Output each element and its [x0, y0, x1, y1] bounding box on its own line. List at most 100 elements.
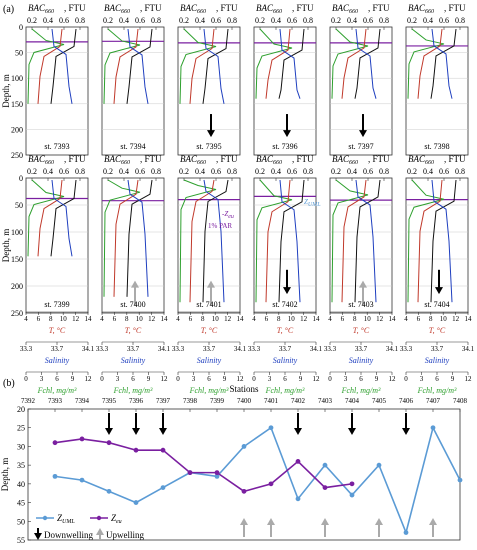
profile-frame [101, 177, 165, 314]
x-tick-label: 7407 [426, 397, 441, 405]
arrow-head [359, 130, 367, 138]
upwelling-arrow [240, 518, 248, 537]
x-tick-label: 7402 [291, 397, 306, 405]
top-tick-label: 0.6 [59, 167, 69, 176]
top-tick-label: 0.6 [135, 16, 145, 25]
top-tick-label: 0.4 [119, 16, 129, 25]
top-tick-label: 0.2 [179, 167, 189, 176]
top-tick-label: 0.4 [119, 167, 129, 176]
profile-frame [405, 177, 469, 314]
axis-tick-label: 33.7 [51, 345, 64, 353]
axis-title: Salinity [121, 356, 146, 365]
x-tick-label: 7397 [156, 397, 171, 405]
legend-label-zeu: Zeu [111, 513, 122, 525]
axis-tick-label: 33.3 [20, 345, 33, 353]
axis-tick-label: 34.1 [386, 345, 399, 353]
profile-frame [177, 177, 241, 314]
axis-tick-label: 9 [223, 375, 227, 383]
arrow-head [240, 518, 248, 525]
axis-tick-label: 12 [376, 315, 384, 323]
top-tick-label: 0.4 [195, 167, 205, 176]
axis-tick-label: 3 [344, 375, 348, 383]
salinity-profile [203, 28, 225, 104]
top-tick-label: 0.6 [135, 167, 145, 176]
top-tick-label: 0.8 [151, 167, 161, 176]
chlorophyll-profile [179, 28, 217, 104]
axis-tick-label: 3 [40, 375, 44, 383]
top-axis-unit: , FTU [216, 154, 238, 164]
axis-tick-label: 33.3 [324, 345, 337, 353]
top-tick-label: 0.8 [379, 16, 389, 25]
legend-marker-zuml [42, 515, 48, 521]
salinity-axis: 33.3 33.7 34.1 Salinity [20, 341, 95, 365]
top-axis-unit: , FTU [444, 154, 466, 164]
top-tick-label: 0.2 [179, 16, 189, 25]
axis-tick-label: 14 [389, 315, 397, 323]
par-annotation: 1% PAR [208, 222, 232, 230]
top-axis-label: BAC660 [256, 154, 282, 166]
upwelling-arrow [131, 280, 139, 305]
series-point [349, 492, 355, 498]
salinity-profile [203, 179, 225, 303]
salinity-axis: 33.3 33.7 34.1 Salinity [324, 341, 399, 365]
axis-title: T, °C [429, 326, 446, 335]
axis-tick-label: 8 [125, 315, 129, 323]
chlorophyll-profile [27, 28, 65, 104]
axis-tick-label: 10 [60, 315, 68, 323]
axis-tick-label: 6 [417, 315, 421, 323]
axis-title: Fchl, mg/m³ [113, 386, 153, 395]
station-label: st. 7400 [120, 300, 145, 309]
axis-tick-label: 33.3 [400, 345, 413, 353]
arrow-head [359, 280, 367, 288]
axis-tick-label: 12 [452, 315, 460, 323]
arrow-head [283, 130, 291, 138]
axis-tick-label: 12 [72, 315, 80, 323]
y-axis-title: Depth, m [0, 458, 10, 492]
axis-tick-label: 12 [85, 375, 93, 383]
downwelling-arrow [348, 413, 356, 435]
downwelling-arrow [294, 413, 302, 435]
arrow-head [132, 428, 140, 435]
depth-tick-label: 0 [19, 174, 23, 183]
x-tick-label: 7398 [183, 397, 198, 405]
top-tick-label: 0.8 [303, 16, 313, 25]
top-axis-label: BAC660 [180, 3, 206, 15]
depth-tick-label: 50 [15, 49, 23, 58]
axis-tick-label: 6 [341, 315, 345, 323]
profile-panel: BAC660 , FTU 0.2 0.4 0.6 0.8 st. 7398 [405, 3, 469, 156]
axis-tick-label: 14 [85, 315, 93, 323]
top-axis-unit: , FTU [140, 154, 162, 164]
top-tick-label: 0.8 [151, 16, 161, 25]
arrow-head [207, 130, 215, 138]
top-tick-label: 0.2 [27, 167, 37, 176]
series-point [160, 485, 166, 490]
axis-tick-label: 10 [364, 315, 372, 323]
series-point [295, 459, 301, 464]
series-point [403, 530, 409, 535]
axis-tick-label: 34.1 [462, 345, 475, 353]
arrow-head [34, 533, 42, 540]
axis-tick-label: 12 [465, 375, 473, 383]
axis-tick-label: 12 [161, 375, 169, 383]
salinity-profile [431, 28, 453, 99]
bac-profile [202, 179, 229, 303]
salinity-profile [355, 179, 377, 303]
temperature-axis: 4 6 8 10 12 14 T, °C [404, 311, 472, 335]
series-point [268, 481, 274, 487]
axis-tick-label: 8 [429, 315, 433, 323]
axis-tick-label: 33.7 [431, 345, 444, 353]
station-label: st. 7397 [348, 142, 373, 151]
depth-tick-label: 100 [11, 74, 23, 83]
series-point [214, 470, 220, 476]
top-axis-label: BAC660 [332, 3, 358, 15]
chlorophyll-axis: 0 3 6 9 12 Fchl, mg/m³ [404, 371, 473, 395]
panel-b: Stations 7392 7393 7394 7395 7396 7397 7398 7399… [0, 384, 468, 545]
salinity-profile [127, 179, 149, 297]
axis-title: Fchl, mg/m³ [417, 386, 457, 395]
profile-panel: BAC660 , FTU 0.2 0.4 0.6 0.8 st. 7402 [253, 154, 317, 314]
axis-tick-label: 8 [277, 315, 281, 323]
salinity-profile [51, 179, 73, 257]
temperature-axis: 4 6 8 10 12 14 T, °C [328, 311, 397, 335]
top-tick-label: 0.4 [423, 16, 433, 25]
